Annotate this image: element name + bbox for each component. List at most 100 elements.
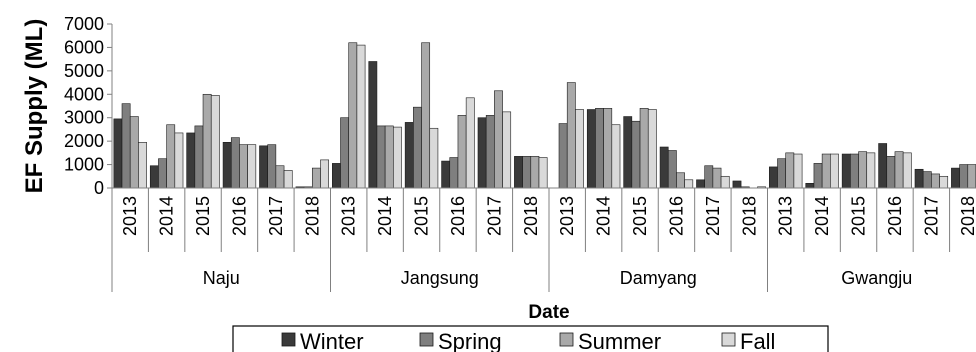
- y-axis-title: EF Supply (ML): [21, 19, 48, 194]
- bar-summer-jangsung-2013: [348, 42, 358, 189]
- bar-spring-gwangju-2017: [922, 171, 932, 189]
- bar-summer-gwangju-2016: [894, 151, 904, 189]
- bar-winter-jangsung-2013: [332, 163, 341, 189]
- x-tick-label-year: 2016: [666, 196, 686, 236]
- x-tick-label-year: 2015: [193, 196, 213, 236]
- bar-winter-jangsung-2017: [477, 117, 487, 189]
- bar-spring-damyang-2016: [667, 150, 677, 189]
- bar-spring-gwangju-2018: [959, 164, 969, 189]
- bar-fall-gwangju-2015: [866, 152, 876, 189]
- bar-winter-naju-2013: [113, 118, 123, 189]
- bar-summer-jangsung-2018: [530, 156, 540, 189]
- bar-spring-jangsung-2018: [522, 156, 532, 189]
- bar-spring-damyang-2013: [558, 123, 568, 189]
- bar-winter-gwangju-2013: [769, 166, 778, 189]
- x-tick-label-year: 2017: [266, 196, 286, 236]
- y-tick-label: 5000: [64, 61, 104, 81]
- bar-spring-damyang-2015: [631, 120, 641, 189]
- x-tick-label-year: 2013: [776, 196, 796, 236]
- bar-summer-jangsung-2015: [421, 42, 431, 189]
- bar-summer-naju-2015: [202, 93, 212, 189]
- x-tick-label-year: 2015: [630, 196, 650, 236]
- legend-swatch-spring: [419, 332, 434, 347]
- legend-swatch-fall: [721, 332, 736, 347]
- bar-fall-damyang-2017: [720, 175, 730, 189]
- x-tick-label-year: 2017: [484, 196, 504, 236]
- axes: 0 1000 2000 3000 4000 5000 6000 7000 2013 2014 201…: [64, 14, 976, 292]
- y-tick-label: 4000: [64, 84, 104, 104]
- bar-winter-gwangju-2018: [951, 167, 960, 189]
- bar-winter-jangsung-2018: [514, 156, 523, 189]
- x-tick-label-year: 2014: [375, 196, 395, 236]
- x-tick-label-year: 2016: [885, 196, 905, 236]
- bar-fall-jangsung-2013: [356, 44, 366, 189]
- y-tick-label: 6000: [64, 37, 104, 57]
- x-tick-label-year: 2014: [594, 196, 614, 236]
- x-tick-label-year: 2017: [921, 196, 941, 236]
- bar-winter-gwangju-2016: [878, 143, 888, 189]
- bar-winter-naju-2017: [259, 145, 268, 189]
- y-tick-label: 3000: [64, 108, 104, 128]
- bar-summer-jangsung-2014: [384, 125, 394, 189]
- bar-fall-naju-2017: [283, 170, 293, 189]
- legend-label-summer: Summer: [578, 329, 661, 352]
- bar-fall-naju-2015: [210, 95, 220, 189]
- bar-spring-gwangju-2014: [813, 163, 823, 189]
- x-axis-title: Date: [528, 302, 569, 323]
- bar-winter-naju-2015: [186, 132, 196, 189]
- bar-fall-naju-2013: [138, 142, 147, 189]
- y-tick-label: 1000: [64, 155, 104, 175]
- bar-fall-gwangju-2016: [902, 152, 912, 189]
- bar-spring-jangsung-2014: [376, 125, 386, 189]
- y-tick-label: 2000: [64, 131, 104, 151]
- x-tick-label-year: 2013: [339, 196, 359, 236]
- legend-label-spring: Spring: [438, 329, 502, 352]
- x-tick-label-year: 2013: [120, 196, 140, 236]
- legend-label-winter: Winter: [300, 329, 364, 352]
- bar-winter-damyang-2017: [696, 179, 705, 189]
- x-tick-label-year: 2013: [557, 196, 577, 236]
- bar-spring-gwangju-2015: [850, 153, 859, 189]
- bar-fall-gwangju-2014: [830, 153, 839, 189]
- legend-label-fall: Fall: [740, 329, 775, 352]
- bar-spring-jangsung-2017: [485, 115, 495, 189]
- x-tick-label-year: 2015: [412, 196, 432, 236]
- x-tick-label-year: 2018: [739, 196, 759, 236]
- bar-summer-damyang-2016: [676, 172, 685, 189]
- bar-winter-gwangju-2015: [841, 153, 851, 189]
- bar-spring-gwangju-2016: [886, 156, 896, 189]
- x-tick-label-year: 2016: [448, 196, 468, 236]
- bar-summer-damyang-2014: [603, 108, 613, 189]
- bar-fall-damyang-2016: [684, 179, 694, 189]
- bar-fall-gwangju-2017: [939, 175, 949, 189]
- bar-fall-damyang-2013: [575, 109, 584, 189]
- x-tick-label-year: 2018: [302, 196, 322, 236]
- bar-spring-naju-2014: [158, 158, 167, 189]
- bar-winter-gwangju-2017: [914, 168, 924, 189]
- y-tick-label: 7000: [64, 14, 104, 34]
- bar-summer-gwangju-2018: [967, 164, 976, 189]
- bar-summer-naju-2017: [275, 165, 285, 189]
- x-tick-label-year: 2018: [521, 196, 541, 236]
- bar-fall-jangsung-2016: [465, 97, 475, 189]
- x-tick-label-year: 2016: [229, 196, 249, 236]
- bar-spring-damyang-2017: [704, 165, 714, 189]
- bar-spring-naju-2016: [230, 137, 240, 189]
- legend-swatch-winter: [281, 332, 296, 347]
- bar-summer-gwangju-2015: [858, 151, 868, 189]
- bar-fall-jangsung-2015: [429, 127, 439, 189]
- bar-spring-naju-2013: [121, 103, 131, 189]
- bar-spring-naju-2017: [267, 144, 277, 189]
- bar-fall-naju-2016: [247, 144, 257, 189]
- bar-fall-jangsung-2014: [393, 126, 402, 189]
- bar-winter-jangsung-2015: [404, 122, 414, 189]
- bar-winter-gwangju-2014: [805, 183, 815, 189]
- plot-area: [113, 42, 976, 189]
- bar-summer-damyang-2017: [712, 167, 722, 189]
- x-tick-label-year: 2015: [849, 196, 869, 236]
- bar-summer-naju-2016: [239, 144, 248, 189]
- x-tick-label-year: 2014: [157, 196, 177, 236]
- bar-summer-naju-2018: [311, 167, 321, 189]
- bar-summer-jangsung-2017: [494, 90, 503, 189]
